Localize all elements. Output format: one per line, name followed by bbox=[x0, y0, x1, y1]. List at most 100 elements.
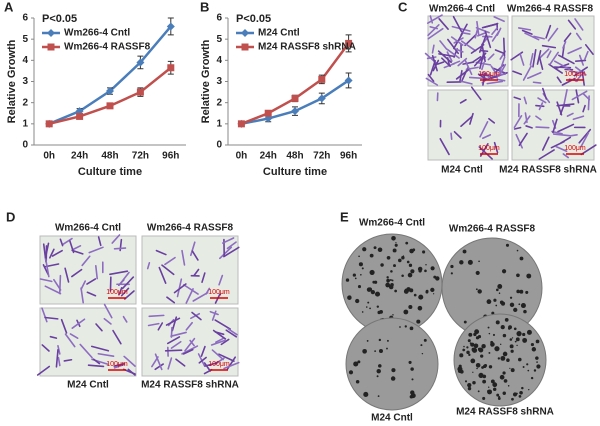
cell bbox=[221, 237, 235, 244]
colony bbox=[519, 289, 524, 294]
cell bbox=[113, 247, 127, 250]
colony bbox=[523, 309, 527, 314]
cell bbox=[190, 241, 196, 257]
colony bbox=[472, 347, 478, 353]
scale-label: 100μm bbox=[478, 71, 500, 78]
cell bbox=[211, 349, 224, 361]
marker bbox=[167, 64, 175, 72]
cell bbox=[183, 284, 199, 295]
x-tick-label: 0h bbox=[236, 151, 248, 162]
cell bbox=[488, 117, 496, 124]
colony bbox=[398, 258, 402, 263]
cell bbox=[580, 132, 590, 148]
colony bbox=[498, 396, 501, 399]
cell bbox=[158, 266, 167, 284]
cell bbox=[460, 23, 468, 36]
x-tick-label: 24h bbox=[260, 151, 277, 162]
cell bbox=[539, 48, 550, 59]
x-tick-label: 48h bbox=[286, 151, 303, 162]
legend-marker bbox=[241, 43, 249, 51]
cell bbox=[44, 316, 59, 320]
colony bbox=[467, 382, 472, 388]
colony bbox=[365, 306, 368, 308]
colony bbox=[490, 379, 495, 384]
colony bbox=[500, 355, 506, 361]
micrograph bbox=[427, 15, 509, 87]
cell bbox=[532, 48, 537, 68]
colony bbox=[390, 270, 393, 273]
cell bbox=[123, 355, 136, 367]
cell bbox=[431, 54, 438, 72]
cell bbox=[517, 27, 532, 31]
colony bbox=[361, 311, 364, 313]
colony bbox=[526, 329, 532, 335]
cell bbox=[479, 121, 489, 138]
colony bbox=[391, 368, 396, 373]
cell bbox=[80, 287, 85, 304]
cell bbox=[498, 56, 506, 73]
cell bbox=[148, 314, 165, 318]
cell bbox=[574, 18, 584, 31]
colony bbox=[509, 338, 513, 341]
colony bbox=[404, 325, 407, 328]
y-tick-label: 5 bbox=[22, 34, 28, 45]
cell bbox=[201, 272, 206, 283]
colony bbox=[399, 326, 401, 328]
marker bbox=[344, 76, 353, 85]
marker bbox=[345, 39, 353, 47]
cell bbox=[97, 352, 115, 357]
cell bbox=[175, 358, 186, 367]
colony bbox=[430, 287, 435, 292]
cell bbox=[223, 246, 240, 258]
cell bbox=[569, 134, 578, 137]
colony bbox=[472, 371, 474, 373]
cell bbox=[69, 333, 79, 340]
cell bbox=[512, 70, 523, 76]
cell bbox=[103, 317, 112, 325]
colony bbox=[459, 353, 464, 358]
marker bbox=[136, 58, 145, 67]
colony bbox=[475, 270, 480, 276]
colony bbox=[421, 352, 424, 355]
colony bbox=[391, 279, 394, 282]
cell bbox=[513, 115, 523, 129]
cell bbox=[556, 101, 563, 116]
panel-label: A bbox=[4, 0, 14, 14]
colony bbox=[374, 246, 377, 248]
colony bbox=[498, 292, 501, 294]
colony bbox=[503, 379, 508, 383]
cell bbox=[584, 44, 594, 55]
colony bbox=[519, 256, 524, 261]
colony bbox=[392, 248, 397, 253]
colony bbox=[478, 347, 484, 353]
colony bbox=[394, 243, 398, 247]
micrograph bbox=[427, 89, 509, 161]
cell bbox=[427, 24, 440, 37]
colony bbox=[385, 282, 391, 288]
colony bbox=[488, 365, 493, 369]
cell bbox=[155, 249, 167, 256]
panel-label: D bbox=[6, 209, 15, 224]
cell bbox=[61, 237, 73, 246]
cell bbox=[571, 90, 588, 101]
y-axis-label: Relative Growth bbox=[6, 39, 18, 123]
cell bbox=[567, 19, 577, 30]
scale-label: 100μm bbox=[106, 289, 128, 296]
colony bbox=[487, 300, 489, 302]
cell bbox=[227, 328, 238, 336]
colony bbox=[379, 349, 383, 354]
cell bbox=[474, 28, 479, 39]
colony bbox=[502, 333, 507, 338]
legend-label: M24 Cntl bbox=[258, 28, 300, 39]
colony bbox=[467, 339, 471, 343]
colony bbox=[345, 278, 350, 282]
cell bbox=[482, 134, 492, 140]
cell bbox=[555, 145, 568, 153]
marker bbox=[237, 120, 245, 128]
colony bbox=[497, 357, 501, 360]
colony bbox=[508, 325, 513, 330]
colony bbox=[513, 307, 518, 312]
marker bbox=[106, 102, 114, 110]
caption: M24 Cntl bbox=[441, 165, 483, 176]
colony bbox=[408, 360, 412, 364]
